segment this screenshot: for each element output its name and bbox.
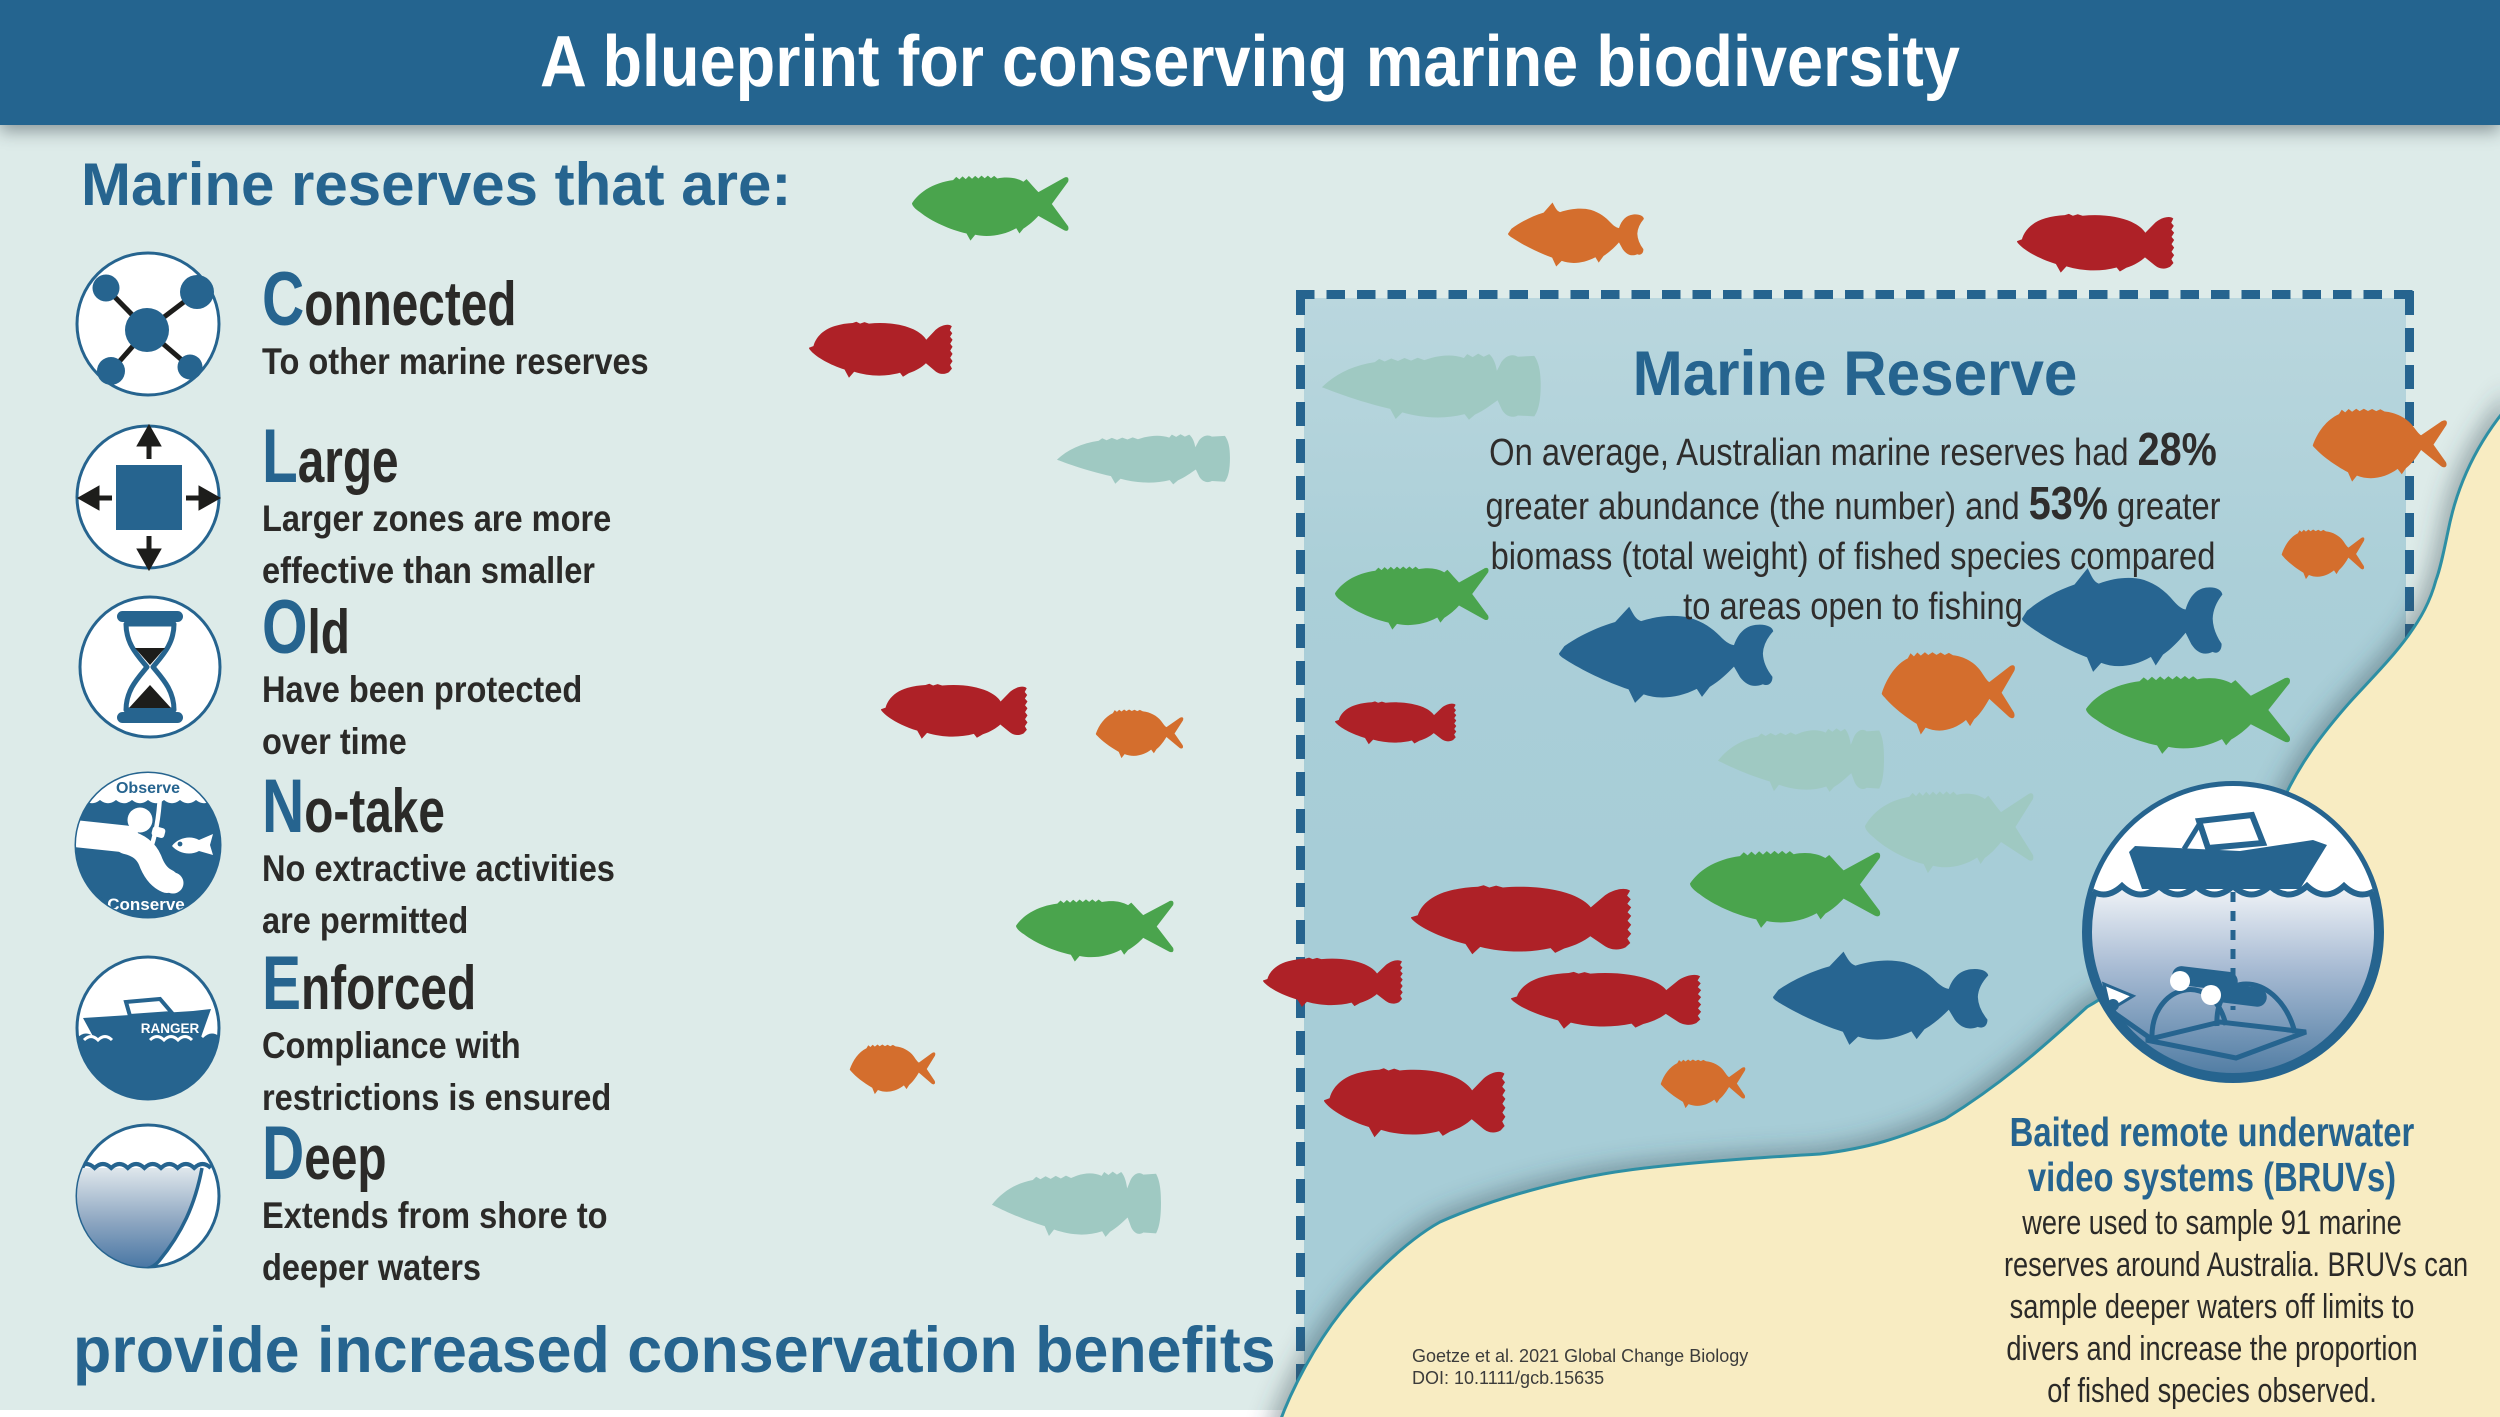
- svg-text:RANGER: RANGER: [141, 1021, 200, 1036]
- svg-text:Observe: Observe: [116, 780, 180, 797]
- svg-text:Conserve: Conserve: [107, 895, 184, 914]
